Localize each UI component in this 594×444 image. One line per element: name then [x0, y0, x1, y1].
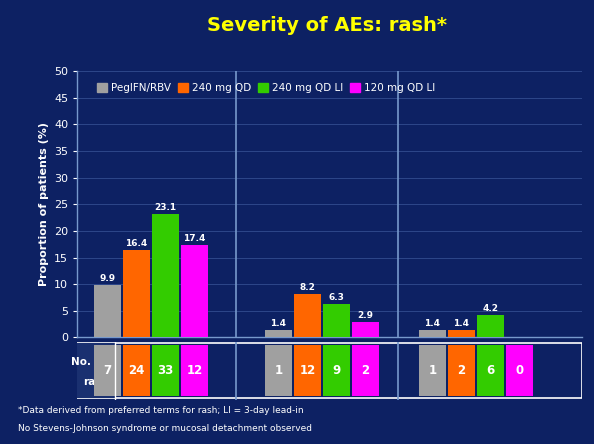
Text: 9.9: 9.9 — [99, 274, 115, 282]
Text: No. with: No. with — [71, 357, 121, 367]
Bar — [419, 330, 446, 337]
FancyBboxPatch shape — [77, 343, 115, 398]
Bar — [477, 315, 504, 337]
FancyBboxPatch shape — [181, 345, 208, 396]
Text: 4.2: 4.2 — [482, 304, 498, 313]
Text: 12: 12 — [299, 364, 315, 377]
Text: 1.4: 1.4 — [270, 319, 286, 328]
FancyBboxPatch shape — [77, 343, 582, 398]
Text: 9: 9 — [333, 364, 340, 377]
Text: 1.4: 1.4 — [453, 319, 469, 328]
Text: 12: 12 — [187, 364, 203, 377]
Text: 2.9: 2.9 — [358, 311, 374, 320]
Bar — [94, 285, 121, 337]
Bar — [352, 322, 379, 337]
Text: No Stevens-Johnson syndrome or mucosal detachment observed: No Stevens-Johnson syndrome or mucosal d… — [18, 424, 312, 433]
Text: 2: 2 — [457, 364, 466, 377]
FancyBboxPatch shape — [477, 345, 504, 396]
Text: Severity of AEs: rash*: Severity of AEs: rash* — [207, 16, 447, 35]
Bar — [323, 304, 350, 337]
FancyBboxPatch shape — [94, 345, 121, 396]
Text: 2: 2 — [362, 364, 369, 377]
FancyBboxPatch shape — [294, 345, 321, 396]
Text: 1.4: 1.4 — [424, 319, 440, 328]
Text: *Data derived from preferred terms for rash; LI = 3-day lead-in: *Data derived from preferred terms for r… — [18, 406, 304, 415]
Text: 8.2: 8.2 — [299, 283, 315, 292]
Text: 23.1: 23.1 — [154, 203, 176, 212]
Bar — [265, 330, 292, 337]
Text: rash: rash — [83, 377, 109, 387]
Bar — [152, 214, 179, 337]
FancyBboxPatch shape — [123, 345, 150, 396]
Text: 33: 33 — [157, 364, 173, 377]
Text: 16.4: 16.4 — [125, 239, 147, 248]
FancyBboxPatch shape — [323, 345, 350, 396]
Text: 24: 24 — [128, 364, 144, 377]
Legend: PegIFN/RBV, 240 mg QD, 240 mg QD LI, 120 mg QD LI: PegIFN/RBV, 240 mg QD, 240 mg QD LI, 120… — [93, 79, 440, 97]
Bar — [294, 294, 321, 337]
Text: 1: 1 — [428, 364, 437, 377]
FancyBboxPatch shape — [448, 345, 475, 396]
Text: 17.4: 17.4 — [184, 234, 206, 242]
Bar — [181, 245, 208, 337]
Text: 7: 7 — [103, 364, 111, 377]
Y-axis label: Proportion of patients (%): Proportion of patients (%) — [39, 122, 49, 286]
Text: 6.3: 6.3 — [328, 293, 345, 302]
FancyBboxPatch shape — [152, 345, 179, 396]
FancyBboxPatch shape — [506, 345, 533, 396]
Text: 6: 6 — [486, 364, 495, 377]
Text: 0: 0 — [516, 364, 524, 377]
FancyBboxPatch shape — [419, 345, 446, 396]
FancyBboxPatch shape — [265, 345, 292, 396]
Bar — [448, 330, 475, 337]
Bar — [123, 250, 150, 337]
Text: 1: 1 — [274, 364, 282, 377]
FancyBboxPatch shape — [352, 345, 379, 396]
